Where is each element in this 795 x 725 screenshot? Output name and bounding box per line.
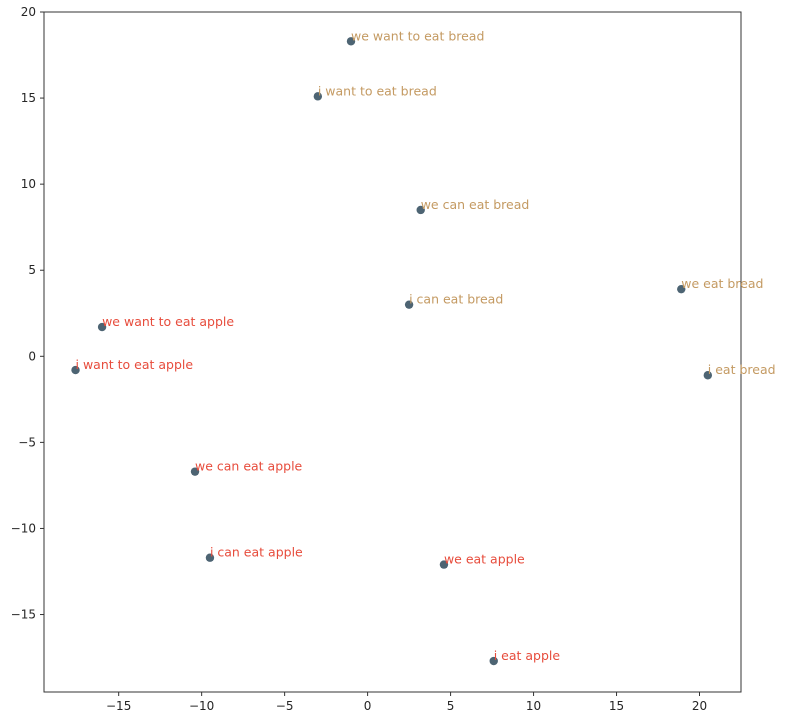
data-point [313,92,323,101]
y-tick-label: −10 [11,521,36,535]
data-point [703,371,713,380]
plot-layer: −15 −10 −5 0 5 10 15 20 −15 −10 −5 0 5 10 15 20 we want … [11,5,776,713]
y-tick-label: 20 [21,5,36,19]
point-label: we eat bread [681,276,763,291]
data-point [404,300,414,309]
point-label: i eat apple [494,648,561,663]
point-label: i want to eat apple [76,357,194,372]
point-label: we can eat apple [195,459,303,474]
point-label: i want to eat bread [318,83,437,98]
point-label: we want to eat apple [102,314,234,329]
x-tick-label: −5 [276,699,294,713]
data-point [346,37,356,46]
data-point [205,553,215,562]
x-tick-label: 5 [447,699,455,713]
point-label: we want to eat bread [351,28,484,43]
y-tick-label: −15 [11,608,36,622]
x-tick-label: −10 [189,699,214,713]
point-label: i can eat bread [409,292,503,307]
x-tick-label: 10 [526,699,541,713]
plot-frame [43,11,742,693]
x-tick-label: 0 [364,699,372,713]
point-label: we eat apple [444,552,525,567]
data-point [677,284,686,294]
point-label: i can eat apple [210,545,303,560]
y-tick-label: 5 [28,263,36,277]
data-point [97,322,107,332]
x-tick-label: 20 [692,699,707,713]
y-tick-label: 10 [21,177,36,191]
x-tick-label: 15 [609,699,624,713]
data-point [439,560,449,569]
y-tick-label: 0 [28,349,36,363]
point-label: i eat bread [708,362,776,377]
y-tick-label: −5 [18,435,36,449]
data-point [489,656,498,666]
y-tick-label: 15 [21,91,36,105]
point-label: we can eat bread [421,197,530,212]
data-point [416,205,425,215]
data-point [71,365,80,375]
data-point [190,467,200,476]
x-tick-label: −15 [106,699,131,713]
